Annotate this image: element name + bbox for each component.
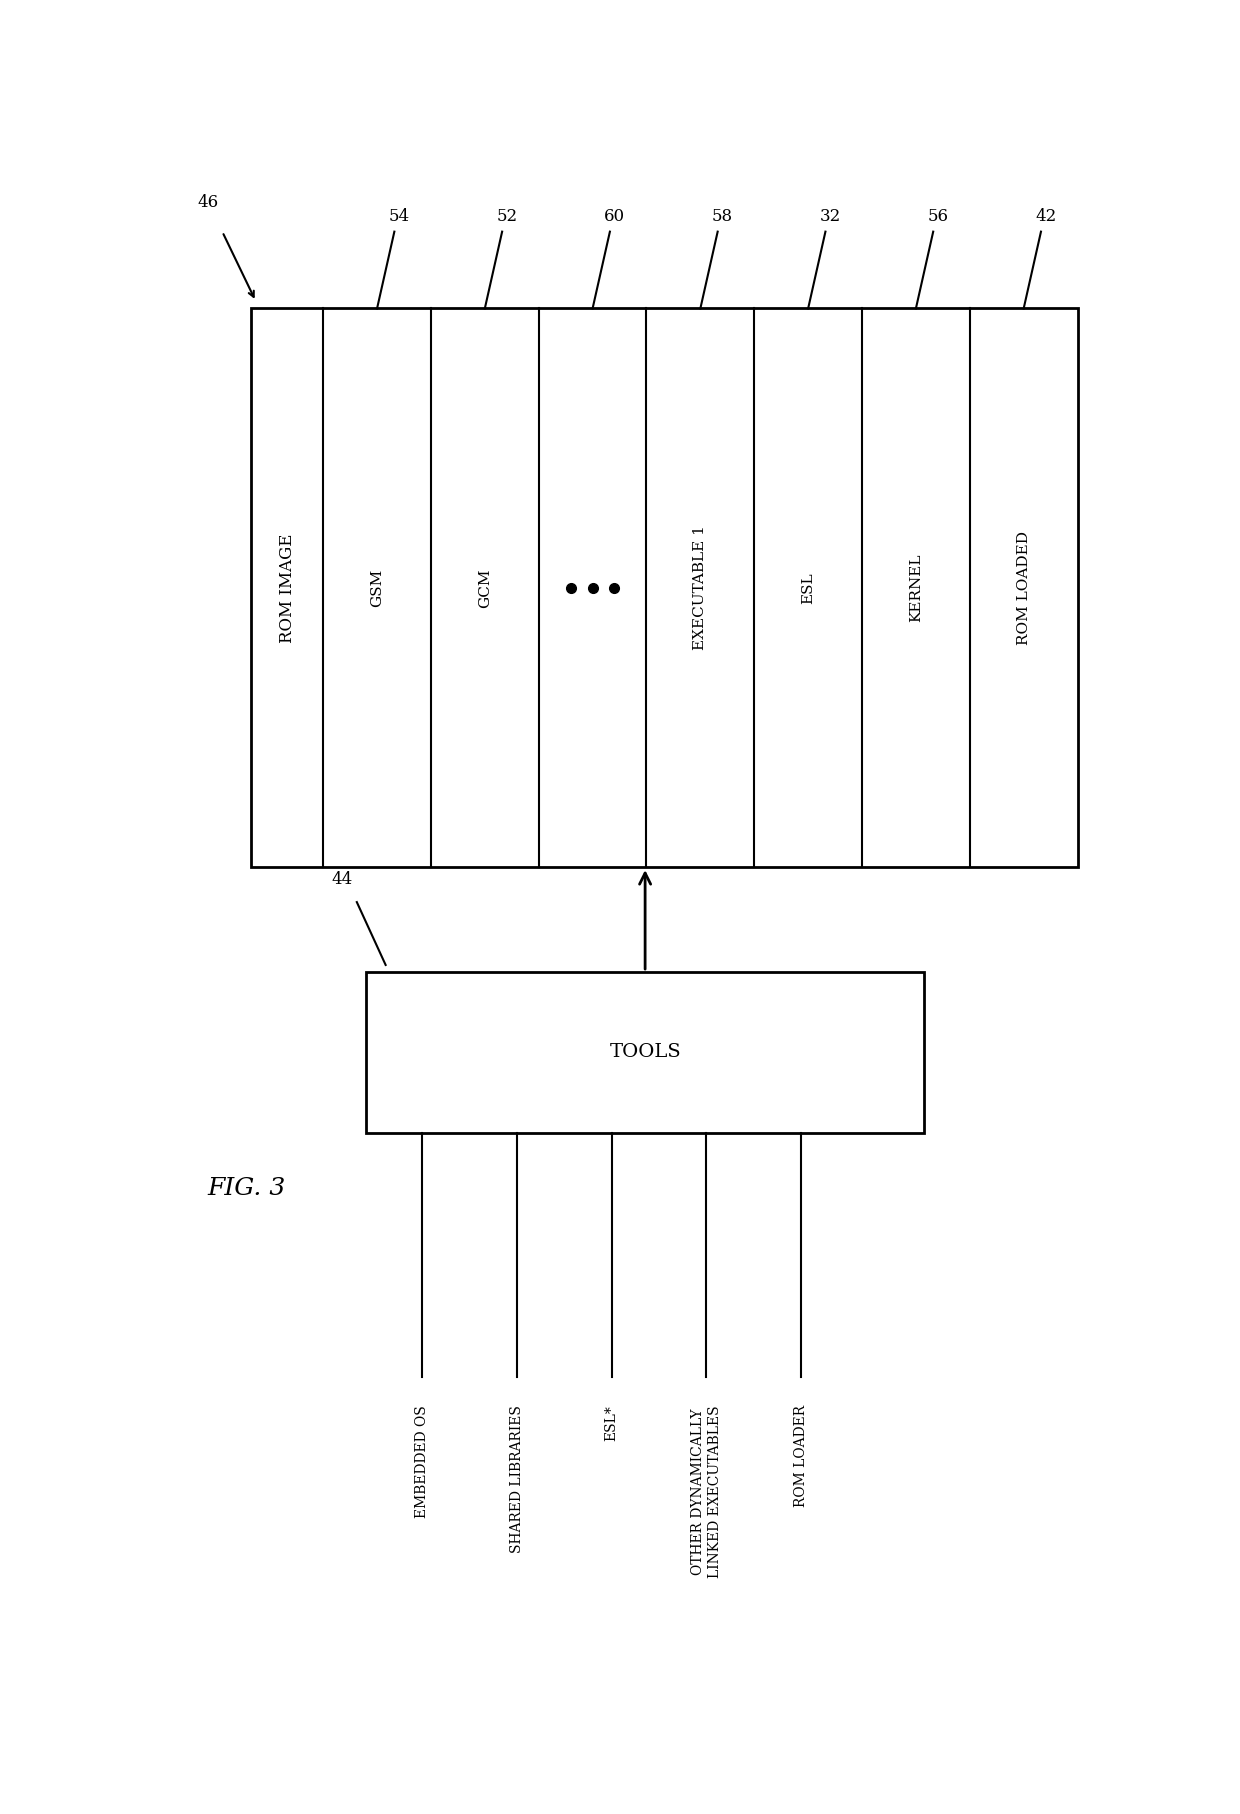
Bar	[250, 308, 1078, 867]
Text: TOOLS: TOOLS	[609, 1043, 681, 1061]
Text: SHARED LIBRARIES: SHARED LIBRARIES	[510, 1404, 525, 1553]
Bar	[367, 972, 924, 1132]
Text: OTHER DYNAMICALLY
LINKED EXECUTABLES: OTHER DYNAMICALLY LINKED EXECUTABLES	[692, 1404, 722, 1578]
Text: 52: 52	[496, 207, 517, 225]
Text: EXECUTABLE 1: EXECUTABLE 1	[693, 526, 707, 649]
Text: 32: 32	[820, 207, 841, 225]
Text: 44: 44	[332, 871, 353, 889]
Text: 56: 56	[928, 207, 949, 225]
Text: ROM LOADER: ROM LOADER	[794, 1404, 808, 1507]
Text: GCM: GCM	[477, 568, 492, 608]
Text: EMBEDDED OS: EMBEDDED OS	[415, 1404, 429, 1518]
Text: ESL*: ESL*	[605, 1404, 619, 1440]
Text: 42: 42	[1035, 207, 1056, 225]
Text: KERNEL: KERNEL	[909, 553, 923, 622]
Text: 58: 58	[712, 207, 733, 225]
Text: ESL: ESL	[801, 571, 815, 604]
Text: 46: 46	[197, 194, 218, 210]
Text: ROM LOADED: ROM LOADED	[1017, 532, 1030, 644]
Text: ROM IMAGE: ROM IMAGE	[279, 533, 295, 642]
Text: GSM: GSM	[370, 570, 384, 608]
Text: 54: 54	[388, 207, 409, 225]
Text: FIG. 3: FIG. 3	[207, 1177, 285, 1199]
Text: 60: 60	[604, 207, 625, 225]
